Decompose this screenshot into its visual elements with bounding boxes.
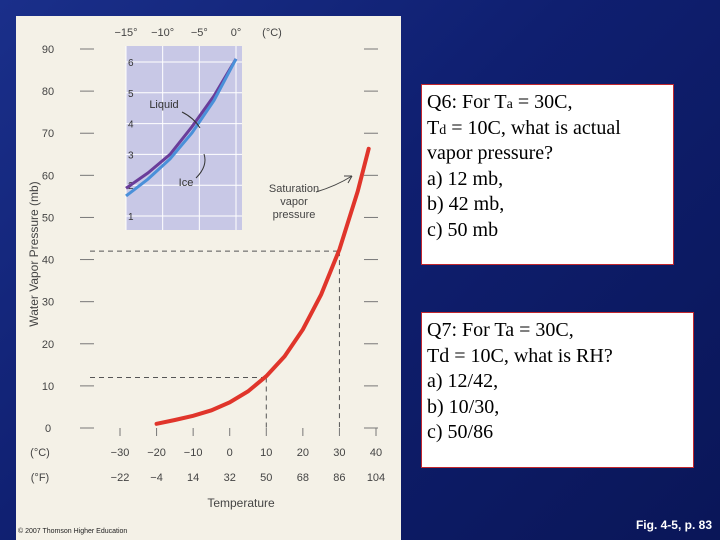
figure-panel: 0 10 20 30 40 50 60 70 80 90 −30 −22 −20 −4 −10 14 0 32 10… xyxy=(16,16,401,540)
inset-label-ice: Ice xyxy=(179,177,194,189)
question-7-option-a: a) 12/42, xyxy=(427,370,499,393)
y-tick-label: 10 xyxy=(42,381,54,393)
x-tick-label-f: −22 xyxy=(111,472,130,484)
inset-pointer-liquid xyxy=(181,111,201,129)
inset-curve-liquid xyxy=(125,58,238,190)
y-tick-label: 20 xyxy=(42,339,54,351)
x-tick-label: 10 xyxy=(260,447,272,459)
x-tick-label: 20 xyxy=(297,447,309,459)
annotation-line-2: vapor xyxy=(280,196,308,208)
question-7-line-1: Q7: For Ta = 30C, xyxy=(427,319,574,341)
x-tick-label-f: 50 xyxy=(260,472,272,484)
y-tick-label: 40 xyxy=(42,255,54,267)
y-axis-label: Water Vapor Pressure (mb) xyxy=(27,181,41,326)
inset-curve-ice xyxy=(125,58,238,198)
inset-pointer-ice xyxy=(195,153,206,179)
question-6-box: Q6: For Ta = 30C, Td = 10C, what is actu… xyxy=(421,84,674,265)
x-tick-label: 30 xyxy=(333,447,345,459)
x-tick-label-f: 104 xyxy=(367,472,385,484)
x-axis-label: Temperature xyxy=(207,496,275,510)
x-tick-label: −20 xyxy=(147,447,166,459)
x-tick-label-f: 14 xyxy=(187,472,199,484)
inset-y-tick-label: 6 xyxy=(128,58,134,69)
question-6-option-c: c) 50 mb xyxy=(427,218,499,241)
annotation-line-1: Saturation xyxy=(269,183,319,195)
inset-x-tick-label: −15° xyxy=(114,27,137,39)
y-tick-label: 60 xyxy=(42,170,54,182)
x-tick-label: −30 xyxy=(111,447,130,459)
y-tick-label: 70 xyxy=(42,128,54,140)
vapor-pressure-chart: 0102030405060708090−30−22−20−4−101403210… xyxy=(27,27,385,510)
x-unit-label-c: (°C) xyxy=(30,447,50,459)
question-6-option-a: a) 12 mb, xyxy=(427,167,504,190)
inset-x-tick-label: 0° xyxy=(231,27,242,39)
y-tick-label: 50 xyxy=(42,212,54,224)
x-tick-label: −10 xyxy=(184,447,203,459)
saturation-curve xyxy=(154,146,371,426)
inset-label-liquid: Liquid xyxy=(149,99,178,111)
annotation-line-3: pressure xyxy=(273,209,316,221)
inset-x-tick-label: −5° xyxy=(191,27,208,39)
annotation-arrowhead xyxy=(344,175,353,184)
x-tick-label: 0 xyxy=(227,447,233,459)
x-tick-label-f: 32 xyxy=(224,472,236,484)
inset-y-tick-label: 3 xyxy=(128,150,134,161)
inset-x-tick-label: −10° xyxy=(151,27,174,39)
question-6-option-b: b) 42 mb, xyxy=(427,193,505,216)
x-tick-label-f: 68 xyxy=(297,472,309,484)
inset-y-tick-label: 4 xyxy=(128,120,134,131)
question-7-line-2: Td = 10C, what is RH? xyxy=(427,344,613,367)
x-tick-label-f: 86 xyxy=(333,472,345,484)
y-tick-label: 90 xyxy=(42,44,54,56)
y-tick-label: 80 xyxy=(42,86,54,98)
inset-x-unit-label: (°C) xyxy=(262,27,282,39)
question-6-line-2: Td = 10C, what is actual xyxy=(427,116,621,139)
inset-y-tick-label: 1 xyxy=(128,212,134,223)
question-6-line-3: vapor pressure? xyxy=(427,142,554,165)
copyright-text: © 2007 Thomson Higher Education xyxy=(18,528,128,535)
x-unit-label-f: (°F) xyxy=(31,472,49,484)
question-7-option-c: c) 50/86 xyxy=(427,421,494,444)
question-7-box: Q7: For Ta = 30C, Td = 10C, what is RH? … xyxy=(421,312,694,468)
x-tick-label-f: −4 xyxy=(150,472,163,484)
figure-caption: Fig. 4-5, p. 83 xyxy=(635,518,712,532)
y-tick-label: 30 xyxy=(42,297,54,309)
inset-y-tick-label: 5 xyxy=(128,89,134,100)
x-tick-label: 40 xyxy=(370,447,382,459)
inset-y-tick-label: 2 xyxy=(128,181,134,192)
y-tick-label: 0 xyxy=(45,423,51,435)
question-7-option-b: b) 10/30, xyxy=(427,395,500,418)
question-6-line-1: Q6: For Ta = 30C, xyxy=(427,91,573,113)
annotation-arrow xyxy=(315,175,353,193)
